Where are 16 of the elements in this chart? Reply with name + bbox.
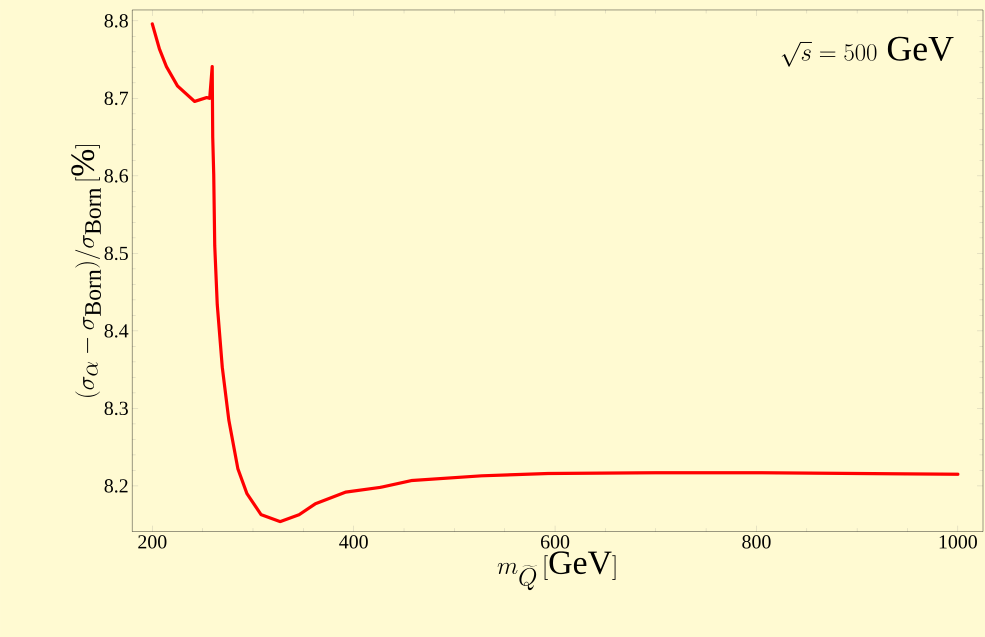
y-tick-label: 8.4 bbox=[104, 324, 128, 338]
annotation: $\sqrt{s}=500~\mathrm{GeV}$ bbox=[782, 36, 954, 67]
line-series bbox=[150, 22, 960, 523]
x-axis-title: $m_{\widetilde{Q}}\,[\mathrm{GeV}]$ bbox=[498, 551, 616, 590]
y-tick-label: 8.7 bbox=[104, 91, 128, 105]
x-tick-label: 400 bbox=[339, 534, 368, 548]
y-axis-title: $(\sigma_{\alpha}-\sigma_{\mathrm{Born}})/\sigma_{\mathrm{Born}}\,[\%]$ bbox=[71, 144, 101, 397]
x-tick-label: 200 bbox=[138, 534, 166, 548]
x-tick-label: 1000 bbox=[940, 534, 977, 548]
y-tick-label: 8.3 bbox=[104, 401, 128, 415]
y-tick-label: 8.6 bbox=[104, 168, 128, 182]
y-tick-label: 8.5 bbox=[104, 246, 128, 260]
x-tick-label: 800 bbox=[742, 534, 771, 548]
x-tick-label: 600 bbox=[541, 534, 570, 548]
y-tick-label: 8.2 bbox=[104, 478, 128, 492]
y-tick-label: 8.8 bbox=[104, 14, 128, 28]
